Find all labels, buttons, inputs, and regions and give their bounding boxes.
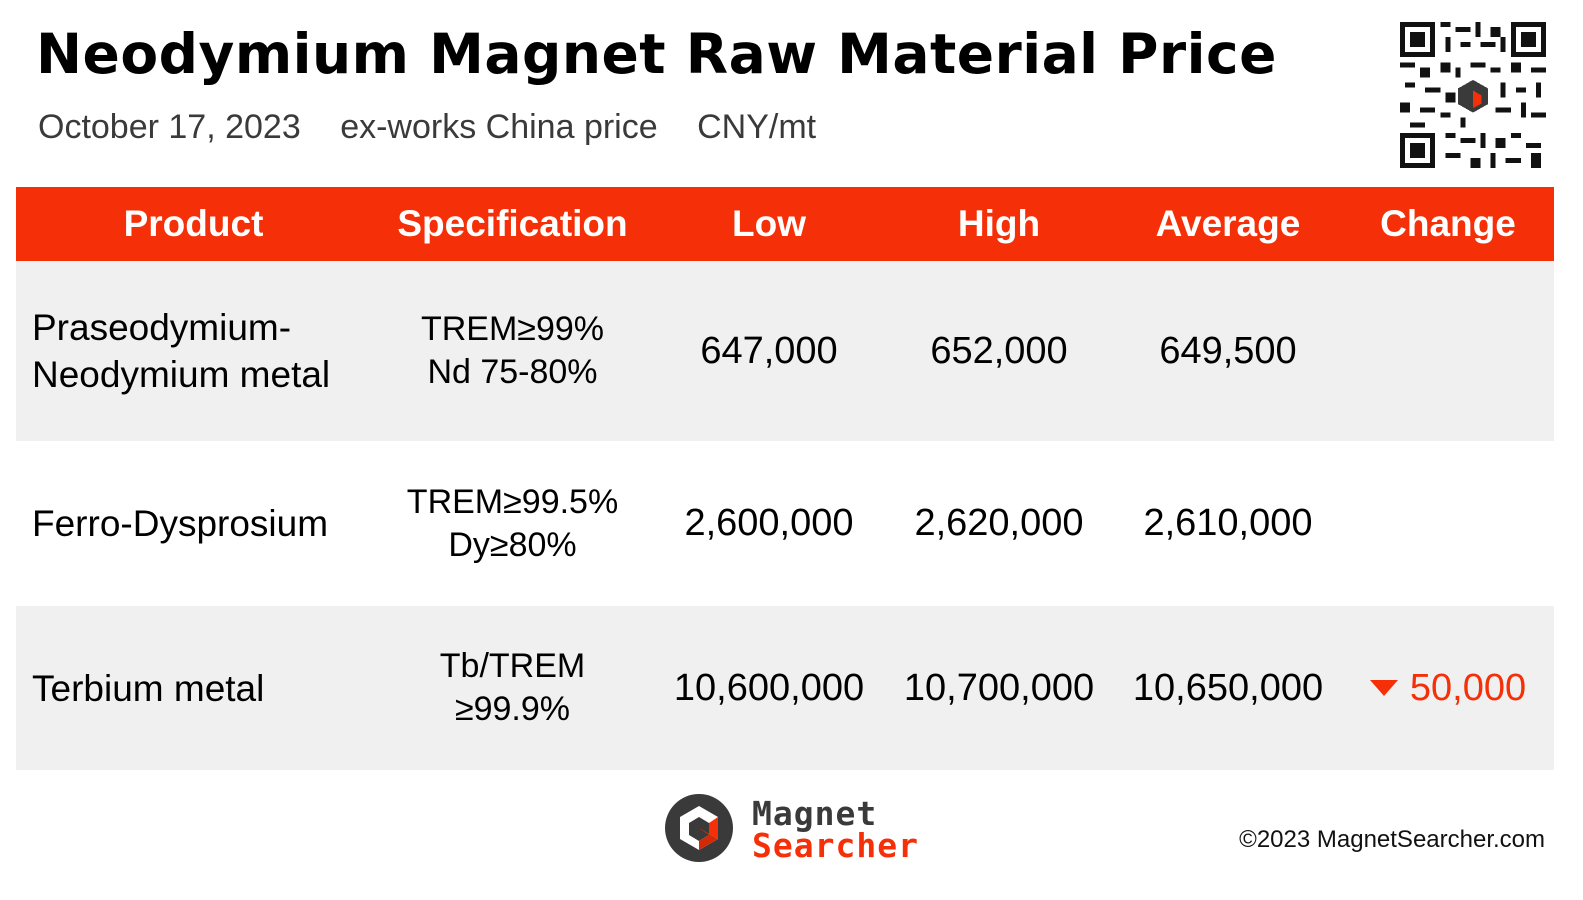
average-cell: 649,500	[1159, 329, 1297, 372]
col-low: Low	[732, 203, 806, 244]
change-value: 50,000	[1409, 666, 1527, 709]
change-cell: 50,000	[1342, 667, 1554, 710]
high-cell: 10,700,000	[903, 666, 1095, 709]
triangle-down-icon	[1369, 680, 1398, 696]
page-title: Neodymium Magnet Raw Material Price	[36, 22, 1277, 86]
table-header: Product Specification Low High Average C…	[16, 187, 1554, 261]
col-change: Change	[1380, 203, 1516, 244]
low-cell: 647,000	[700, 329, 838, 372]
product-cell: Ferro-Dysprosium	[32, 503, 329, 544]
spec-cell: TREM≥99% Nd 75-80%	[420, 310, 605, 391]
col-average: Average	[1155, 203, 1301, 244]
col-product: Product	[123, 203, 264, 244]
low-cell: 2,600,000	[684, 502, 854, 544]
table-row: Terbium metal Tb/TREM ≥99.9% 10,600,000 …	[16, 606, 1554, 770]
product-cell: Terbium metal	[32, 667, 265, 709]
qr-code-icon	[1400, 22, 1546, 168]
magnet-searcher-logo	[665, 794, 733, 862]
report-date: October 17, 2023	[38, 108, 301, 146]
low-cell: 10,600,000	[673, 666, 865, 709]
high-cell: 652,000	[930, 329, 1068, 372]
product-cell: Praseodymium- Neodymium metal	[32, 307, 331, 395]
col-specification: Specification	[397, 203, 628, 244]
table-row: Ferro-Dysprosium TREM≥99.5% Dy≥80% 2,600…	[16, 441, 1554, 606]
table-row: Praseodymium- Neodymium metal TREM≥99% N…	[16, 261, 1554, 441]
price-basis: ex-works China price	[340, 108, 658, 146]
average-cell: 2,610,000	[1143, 502, 1313, 544]
col-high: High	[957, 203, 1041, 244]
price-table: Product Specification Low High Average C…	[16, 187, 1554, 770]
spec-cell: Tb/TREM ≥99.9%	[439, 647, 586, 728]
high-cell: 2,620,000	[914, 502, 1084, 544]
spec-cell: TREM≥99.5% Dy≥80%	[406, 482, 619, 564]
logo-text-searcher: Searcher	[752, 826, 919, 865]
subtitle: October 17, 2023 ex-works China price CN…	[38, 108, 846, 147]
copyright: ©2023 MagnetSearcher.com	[1239, 826, 1545, 853]
price-unit: CNY/mt	[697, 108, 817, 146]
logo-text-magnet: Magnet	[752, 794, 878, 833]
average-cell: 10,650,000	[1132, 666, 1324, 709]
